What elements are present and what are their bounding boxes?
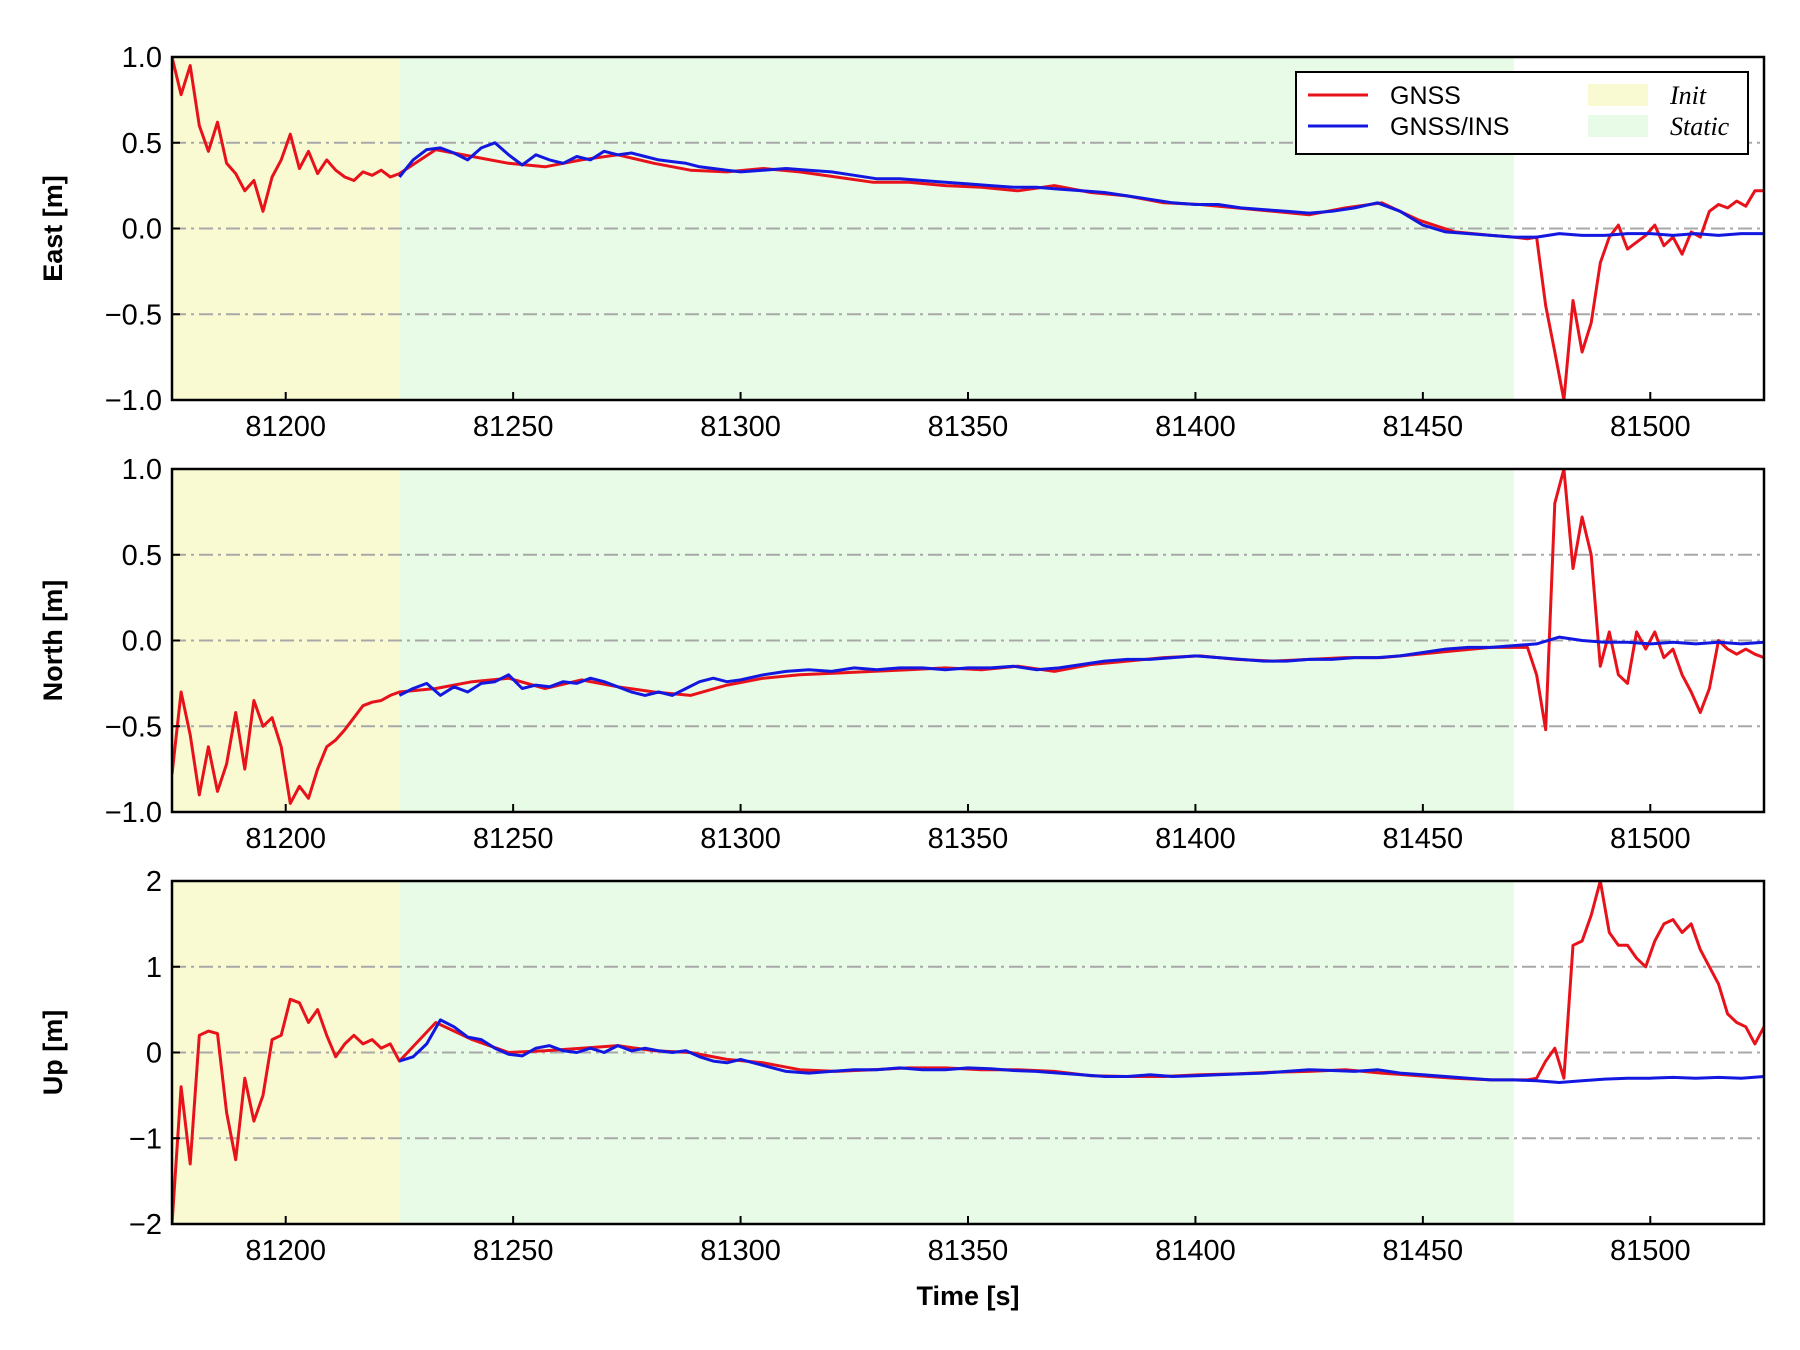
- y-tick-label: −1.0: [105, 797, 162, 829]
- x-tick-label: 81250: [473, 1235, 554, 1267]
- x-tick-label: 81300: [700, 1235, 781, 1267]
- legend-init-patch: [1588, 84, 1648, 106]
- series-gnss-ins: [398, 141, 1764, 239]
- legend-init-label: Init: [1669, 81, 1707, 110]
- x-tick-label: 81300: [700, 823, 781, 855]
- y-axis-label-up: Up [m]: [38, 1010, 68, 1095]
- y-tick-label: −0.5: [105, 711, 162, 743]
- x-tick-label: 81500: [1610, 823, 1691, 855]
- x-tick-label: 81400: [1155, 1235, 1236, 1267]
- y-axis-label-east: East [m]: [38, 175, 68, 282]
- x-tick-label: 81350: [928, 411, 1009, 443]
- x-tick-label: 81350: [928, 1235, 1009, 1267]
- y-tick-label: 1.0: [122, 454, 162, 486]
- series-gnss-ins: [398, 635, 1764, 697]
- y-tick-label: 1.0: [122, 42, 162, 74]
- x-tick-label: 81450: [1383, 1235, 1464, 1267]
- y-axis-label-north: North [m]: [38, 580, 68, 701]
- legend-frame: [1295, 71, 1749, 155]
- x-tick-label: 81350: [928, 823, 1009, 855]
- subplot-north: 81200 81250 81300 81350 81400 81450 81500 −1.0 −…: [38, 454, 1766, 855]
- x-tick-label: 81250: [473, 411, 554, 443]
- x-tick-label: 81450: [1383, 823, 1464, 855]
- y-tick-label: 0.0: [122, 626, 162, 658]
- legend: GNSS GNSS/INS Init Static: [1295, 71, 1749, 155]
- y-tick-label: 0.5: [122, 128, 162, 160]
- y-tick-label: 1: [146, 952, 162, 984]
- legend-static-label: Static: [1670, 112, 1730, 141]
- x-tick-label: 81200: [245, 823, 326, 855]
- x-tick-label: 81250: [473, 823, 554, 855]
- x-axis-label: Time [s]: [916, 1281, 1019, 1311]
- legend-static-patch: [1588, 115, 1648, 137]
- legend-gnss-ins-label: GNSS/INS: [1390, 113, 1509, 141]
- x-tick-label: 81200: [245, 411, 326, 443]
- y-tick-label: 0.5: [122, 540, 162, 572]
- x-tick-label: 81450: [1383, 411, 1464, 443]
- x-tick-label: 81500: [1610, 1235, 1691, 1267]
- x-tick-label: 81400: [1155, 411, 1236, 443]
- x-tick-label: 81500: [1610, 411, 1691, 443]
- subplot-up: 81200 81250 81300 81350 81400 81450 81500 −2 −1 0…: [38, 866, 1766, 1267]
- x-tick-label: 81200: [245, 1235, 326, 1267]
- y-tick-label: 0.0: [122, 214, 162, 246]
- x-tick-label: 81300: [700, 411, 781, 443]
- y-tick-label: −0.5: [105, 299, 162, 331]
- y-tick-label: −1: [129, 1123, 162, 1155]
- y-tick-label: 2: [146, 866, 162, 898]
- subplots: 81200 81250 81300 81350 81400 81450 81500 −1.0 −…: [38, 42, 1766, 1267]
- series-gnss-ins: [398, 1018, 1764, 1084]
- series-gnss: [172, 57, 1764, 400]
- x-tick-label: 81400: [1155, 823, 1236, 855]
- y-tick-label: −1.0: [105, 385, 162, 417]
- legend-gnss-label: GNSS: [1390, 82, 1461, 110]
- y-tick-label: 0: [146, 1038, 162, 1070]
- y-tick-label: −2: [129, 1209, 162, 1241]
